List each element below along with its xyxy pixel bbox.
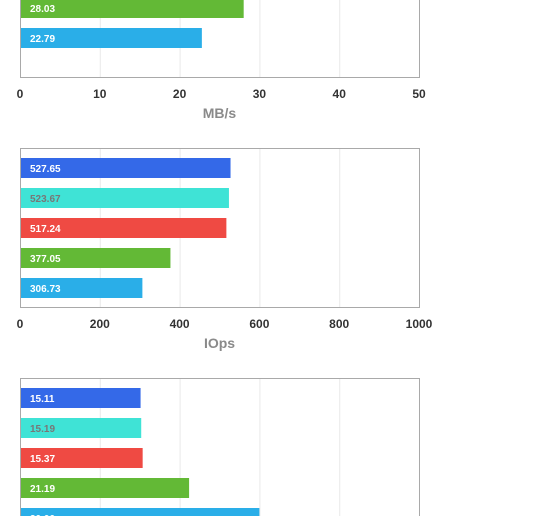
bar [21,388,141,408]
bar [21,278,143,298]
bar-value-label: 30.00 [30,514,55,516]
bar [21,508,260,516]
bar [21,28,202,48]
bar-value-label: 306.73 [30,284,61,295]
x-tick-label: 400 [170,317,190,331]
bar [21,418,142,438]
bar-value-label: 15.11 [30,394,55,405]
bar-value-label: 527.65 [30,164,61,175]
x-tick-label: 200 [90,317,110,331]
x-tick-label: 0 [17,317,24,331]
chart-panel-2: 527.65 523.67 517.24 377.05 306.73 0 200 400 600… [17,148,433,351]
bar-value-label: 517.24 [30,224,61,235]
bar [21,478,190,498]
x-tick-label: 30 [253,87,267,101]
bar-value-label: 523.67 [30,194,61,205]
bar [21,248,171,268]
bar-value-label: 21.19 [30,484,55,495]
x-axis-title: MB/s [203,105,237,121]
bar-value-label: 15.37 [30,454,55,465]
bar-value-label: 15.19 [30,424,55,435]
x-tick-label: 10 [93,87,107,101]
bar-value-label: 22.79 [30,34,55,45]
x-tick-label: 1000 [406,317,433,331]
x-tick-label: 50 [412,87,426,101]
bar-value-label: 28.03 [30,4,55,15]
bar [21,158,231,178]
x-tick-label: 800 [329,317,349,331]
bar [21,188,229,208]
bar [21,0,244,18]
x-tick-label: 600 [249,317,269,331]
chart-panel-3: 15.11 15.19 15.37 21.19 30.00 [20,378,420,516]
bar-value-label: 377.05 [30,254,61,265]
bar [21,218,227,238]
x-axis-title: IOps [204,335,235,351]
bar [21,448,143,468]
x-tick-label: 0 [17,87,24,101]
x-tick-label: 20 [173,87,187,101]
x-tick-label: 40 [333,87,347,101]
